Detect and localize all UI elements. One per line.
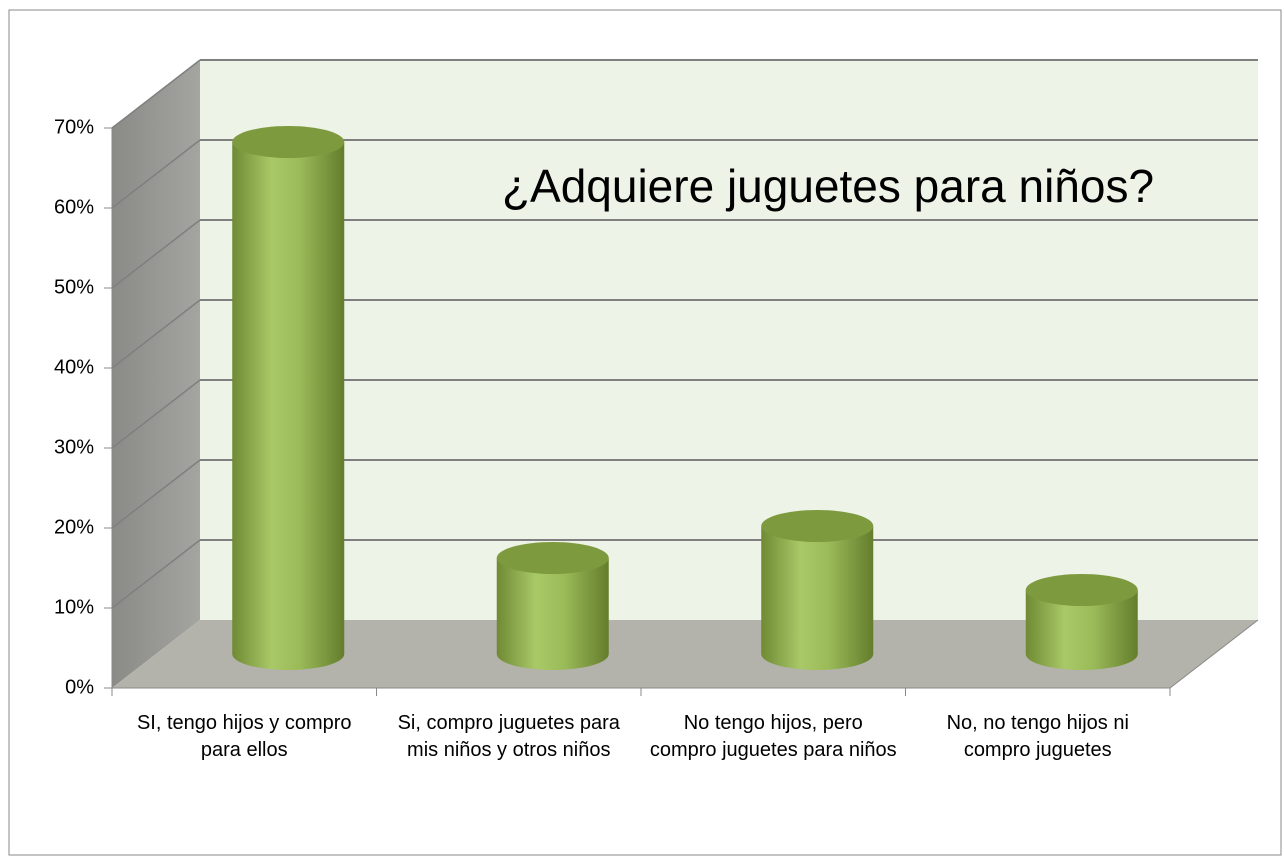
y-tick-label: 40% bbox=[54, 356, 94, 378]
bar bbox=[232, 126, 345, 670]
x-tick-label: No tengo hijos, pero compro juguetes par… bbox=[649, 712, 897, 761]
bar-top bbox=[761, 510, 874, 542]
x-tick-label: SI, tengo hijos y compro para ellos bbox=[136, 712, 352, 761]
y-tick-label: 60% bbox=[54, 196, 94, 218]
grid-line bbox=[111, 219, 201, 289]
y-tick-label: 0% bbox=[65, 676, 94, 698]
grid-line bbox=[111, 459, 201, 529]
bar bbox=[1025, 574, 1138, 670]
chart-title: ¿Adquiere juguetes para niños? bbox=[502, 160, 1154, 212]
bar-body bbox=[761, 526, 874, 670]
side-wall bbox=[112, 60, 200, 688]
y-tick-label: 30% bbox=[54, 436, 94, 458]
bar-top bbox=[232, 126, 345, 158]
x-tick-label: No, no tengo hijos ni compro juguetes bbox=[946, 712, 1129, 761]
y-tick-label: 20% bbox=[54, 516, 94, 538]
y-tick-label: 70% bbox=[54, 116, 94, 138]
bar-body bbox=[496, 558, 609, 670]
grid-line bbox=[111, 539, 201, 609]
grid-line bbox=[111, 299, 201, 369]
y-tick-label: 10% bbox=[54, 596, 94, 618]
bar bbox=[761, 510, 874, 670]
bar bbox=[496, 542, 609, 670]
back-wall bbox=[200, 60, 1258, 620]
floor-edge bbox=[1169, 619, 1259, 689]
x-tick-label: Si, compro juguetes para mis niños y otr… bbox=[397, 712, 620, 761]
grid-line bbox=[111, 139, 201, 209]
y-tick-label: 50% bbox=[54, 276, 94, 298]
bar-top bbox=[496, 542, 609, 574]
floor bbox=[112, 620, 1258, 688]
bar-body bbox=[232, 142, 345, 670]
bar-body bbox=[1025, 590, 1138, 670]
grid-line bbox=[111, 379, 201, 449]
grid-line bbox=[111, 59, 201, 129]
bar-top bbox=[1025, 574, 1138, 606]
